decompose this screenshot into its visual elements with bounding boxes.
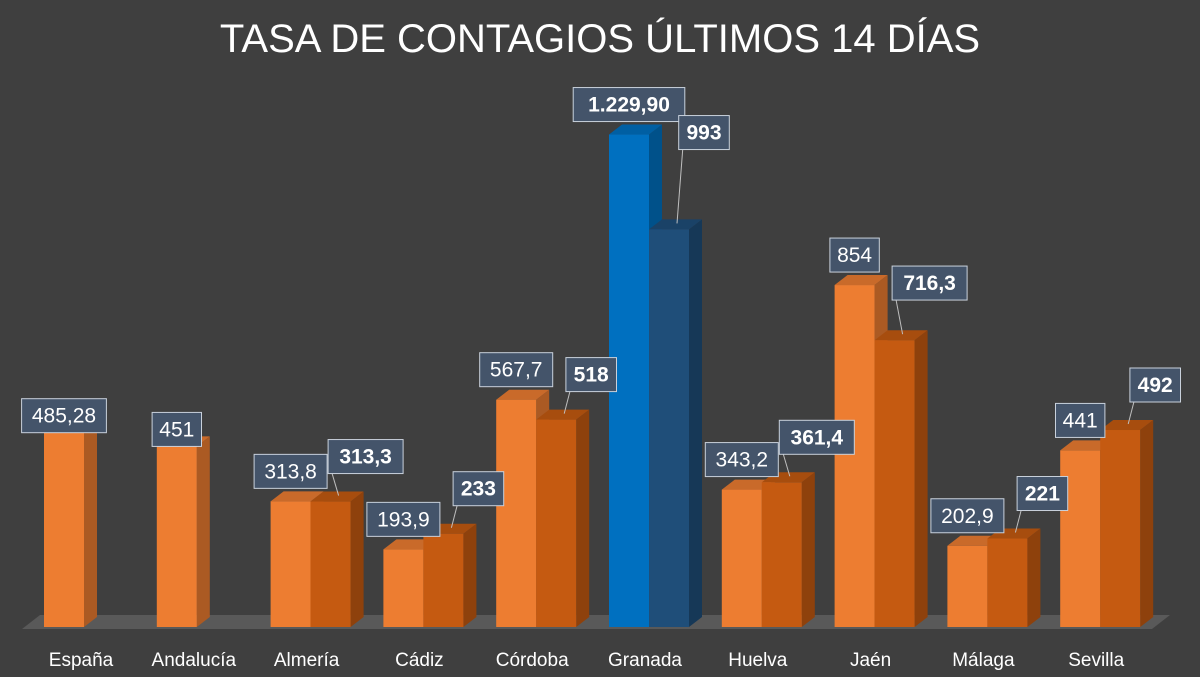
data-labels: 485,28 451 313,8 313,3 193,9 233 567,7 518 1.229… <box>21 87 1182 537</box>
data-label: 716,3 <box>891 265 968 335</box>
category-label: Granada <box>608 650 682 671</box>
category-label: Sevilla <box>1068 650 1124 671</box>
data-label: 313,8 <box>253 453 328 489</box>
data-label-text: 361,4 <box>791 426 844 449</box>
chart-title: TASA DE CONTAGIOS ÚLTIMOS 14 DÍAS <box>220 16 980 61</box>
category-label: España <box>49 650 114 671</box>
data-label-text: 441 <box>1063 409 1098 432</box>
data-label-text: 518 <box>574 364 609 387</box>
data-label-text: 492 <box>1138 374 1173 397</box>
category-label: Córdoba <box>496 650 569 671</box>
data-label-text: 313,8 <box>264 460 317 483</box>
bar-series-2 <box>423 523 477 627</box>
data-label: 233 <box>450 471 505 528</box>
data-label: 221 <box>1014 476 1069 533</box>
data-label: 361,4 <box>778 419 855 477</box>
data-label: 567,7 <box>479 352 554 388</box>
data-label: 518 <box>563 357 618 414</box>
bar-series-2 <box>536 409 590 627</box>
data-label-text: 202,9 <box>941 505 994 528</box>
data-label-text: 854 <box>837 244 872 267</box>
bar-series-2 <box>874 330 928 627</box>
bar-series-2 <box>649 219 702 627</box>
category-label: Cádiz <box>395 650 444 671</box>
data-label-text: 343,2 <box>716 449 769 472</box>
bars <box>44 124 1154 628</box>
data-label-text: 716,3 <box>903 272 956 295</box>
data-label: 313,3 <box>327 439 404 496</box>
category-label: Málaga <box>952 650 1015 671</box>
category-label: Huelva <box>728 650 788 671</box>
bar-series-2 <box>987 528 1041 627</box>
data-label: 441 <box>1055 402 1106 438</box>
bar-series-2 <box>761 472 815 627</box>
data-label: 854 <box>829 237 880 273</box>
bar-series-2 <box>310 491 364 627</box>
data-label-text: 1.229,90 <box>588 94 670 117</box>
data-label-text: 221 <box>1025 483 1060 506</box>
data-label: 485,28 <box>21 398 107 434</box>
data-label: 343,2 <box>704 442 779 478</box>
data-label-text: 313,3 <box>339 446 392 469</box>
bar-series-2 <box>1100 420 1154 627</box>
data-label: 193,9 <box>366 501 441 537</box>
category-label: Almería <box>274 650 340 671</box>
data-label: 202,9 <box>930 498 1005 534</box>
data-label-text: 233 <box>461 478 496 501</box>
data-label-text: 451 <box>159 418 194 441</box>
data-label-text: 485,28 <box>32 405 96 428</box>
data-label: 993 <box>676 115 730 224</box>
data-label: 492 <box>1127 367 1182 425</box>
bar-series-1 <box>44 422 97 627</box>
data-label-text: 993 <box>686 122 721 145</box>
data-label-text: 193,9 <box>377 508 430 531</box>
category-label: Andalucía <box>152 650 237 671</box>
category-axis: España Andalucía Almería Cádiz Córdoba Granad… <box>49 650 1125 671</box>
data-label-text: 567,7 <box>490 359 543 382</box>
data-label: 451 <box>151 411 203 447</box>
bar-series-1 <box>156 436 210 627</box>
data-label: 1.229,90 <box>572 87 686 123</box>
category-label: Jaén <box>850 650 891 671</box>
